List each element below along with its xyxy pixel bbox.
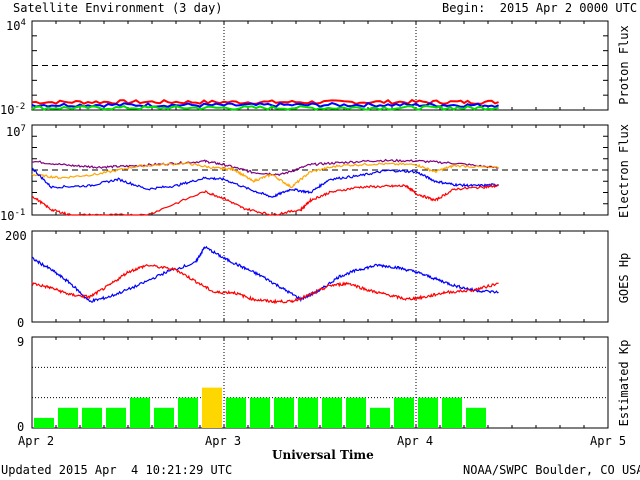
kp-bar	[394, 397, 414, 428]
updated-time: Updated 2015 Apr 4 10:21:29 UTC	[1, 463, 233, 477]
kp-bar	[466, 407, 486, 428]
kp-bar	[370, 407, 390, 428]
kp-ytick-top: 9	[17, 335, 25, 349]
kp-bar	[250, 397, 270, 428]
proton-ytick-top: 104	[6, 18, 26, 33]
proton-ytick-bottom: 10-2	[0, 102, 26, 117]
kp-bar	[202, 387, 222, 428]
xtick-apr4: Apr 4	[397, 434, 434, 448]
xaxis-label: Universal Time	[272, 448, 374, 462]
panel-frame	[31, 20, 609, 111]
chart-title: Satellite Environment (3 day)	[13, 1, 223, 15]
electron-ytick-top: 107	[6, 124, 26, 139]
electron-ytick-bottom: 10-1	[0, 208, 26, 223]
kp-bar	[274, 397, 294, 428]
credit: NOAA/SWPC Boulder, CO USA	[463, 463, 640, 477]
series-line-2-0	[31, 245, 499, 303]
kp-ytick-bottom: 0	[17, 420, 25, 434]
panel-frame	[31, 230, 609, 323]
kp-bar	[154, 407, 174, 428]
kp-bar	[34, 417, 54, 428]
kp-bar	[418, 397, 438, 428]
kp-bar	[442, 397, 462, 428]
goes-ytick-bottom: 0	[17, 316, 25, 330]
kp-bar	[322, 397, 342, 428]
series-line-0-2	[31, 104, 499, 111]
kp-bar	[298, 397, 318, 428]
kp-bar	[82, 407, 102, 428]
xtick-apr2: Apr 2	[18, 434, 55, 448]
series-line-2-1	[31, 264, 499, 305]
xtick-apr3: Apr 3	[205, 434, 242, 448]
kp-bar	[346, 397, 366, 428]
kp-bar	[226, 397, 246, 428]
kp-bar	[58, 407, 78, 428]
kp-bar	[130, 397, 150, 428]
kp-bar	[178, 397, 198, 428]
goes-ytick-top: 200	[5, 229, 27, 243]
kp-bar	[106, 407, 126, 428]
series-line-1-2	[31, 167, 499, 198]
xtick-apr5: Apr 5	[590, 434, 627, 448]
series-line-1-1	[31, 161, 499, 189]
series-line-1-3	[32, 183, 499, 217]
begin-time: Begin: 2015 Apr 2 0000 UTC	[442, 1, 638, 15]
series-line-1-0	[31, 158, 499, 177]
